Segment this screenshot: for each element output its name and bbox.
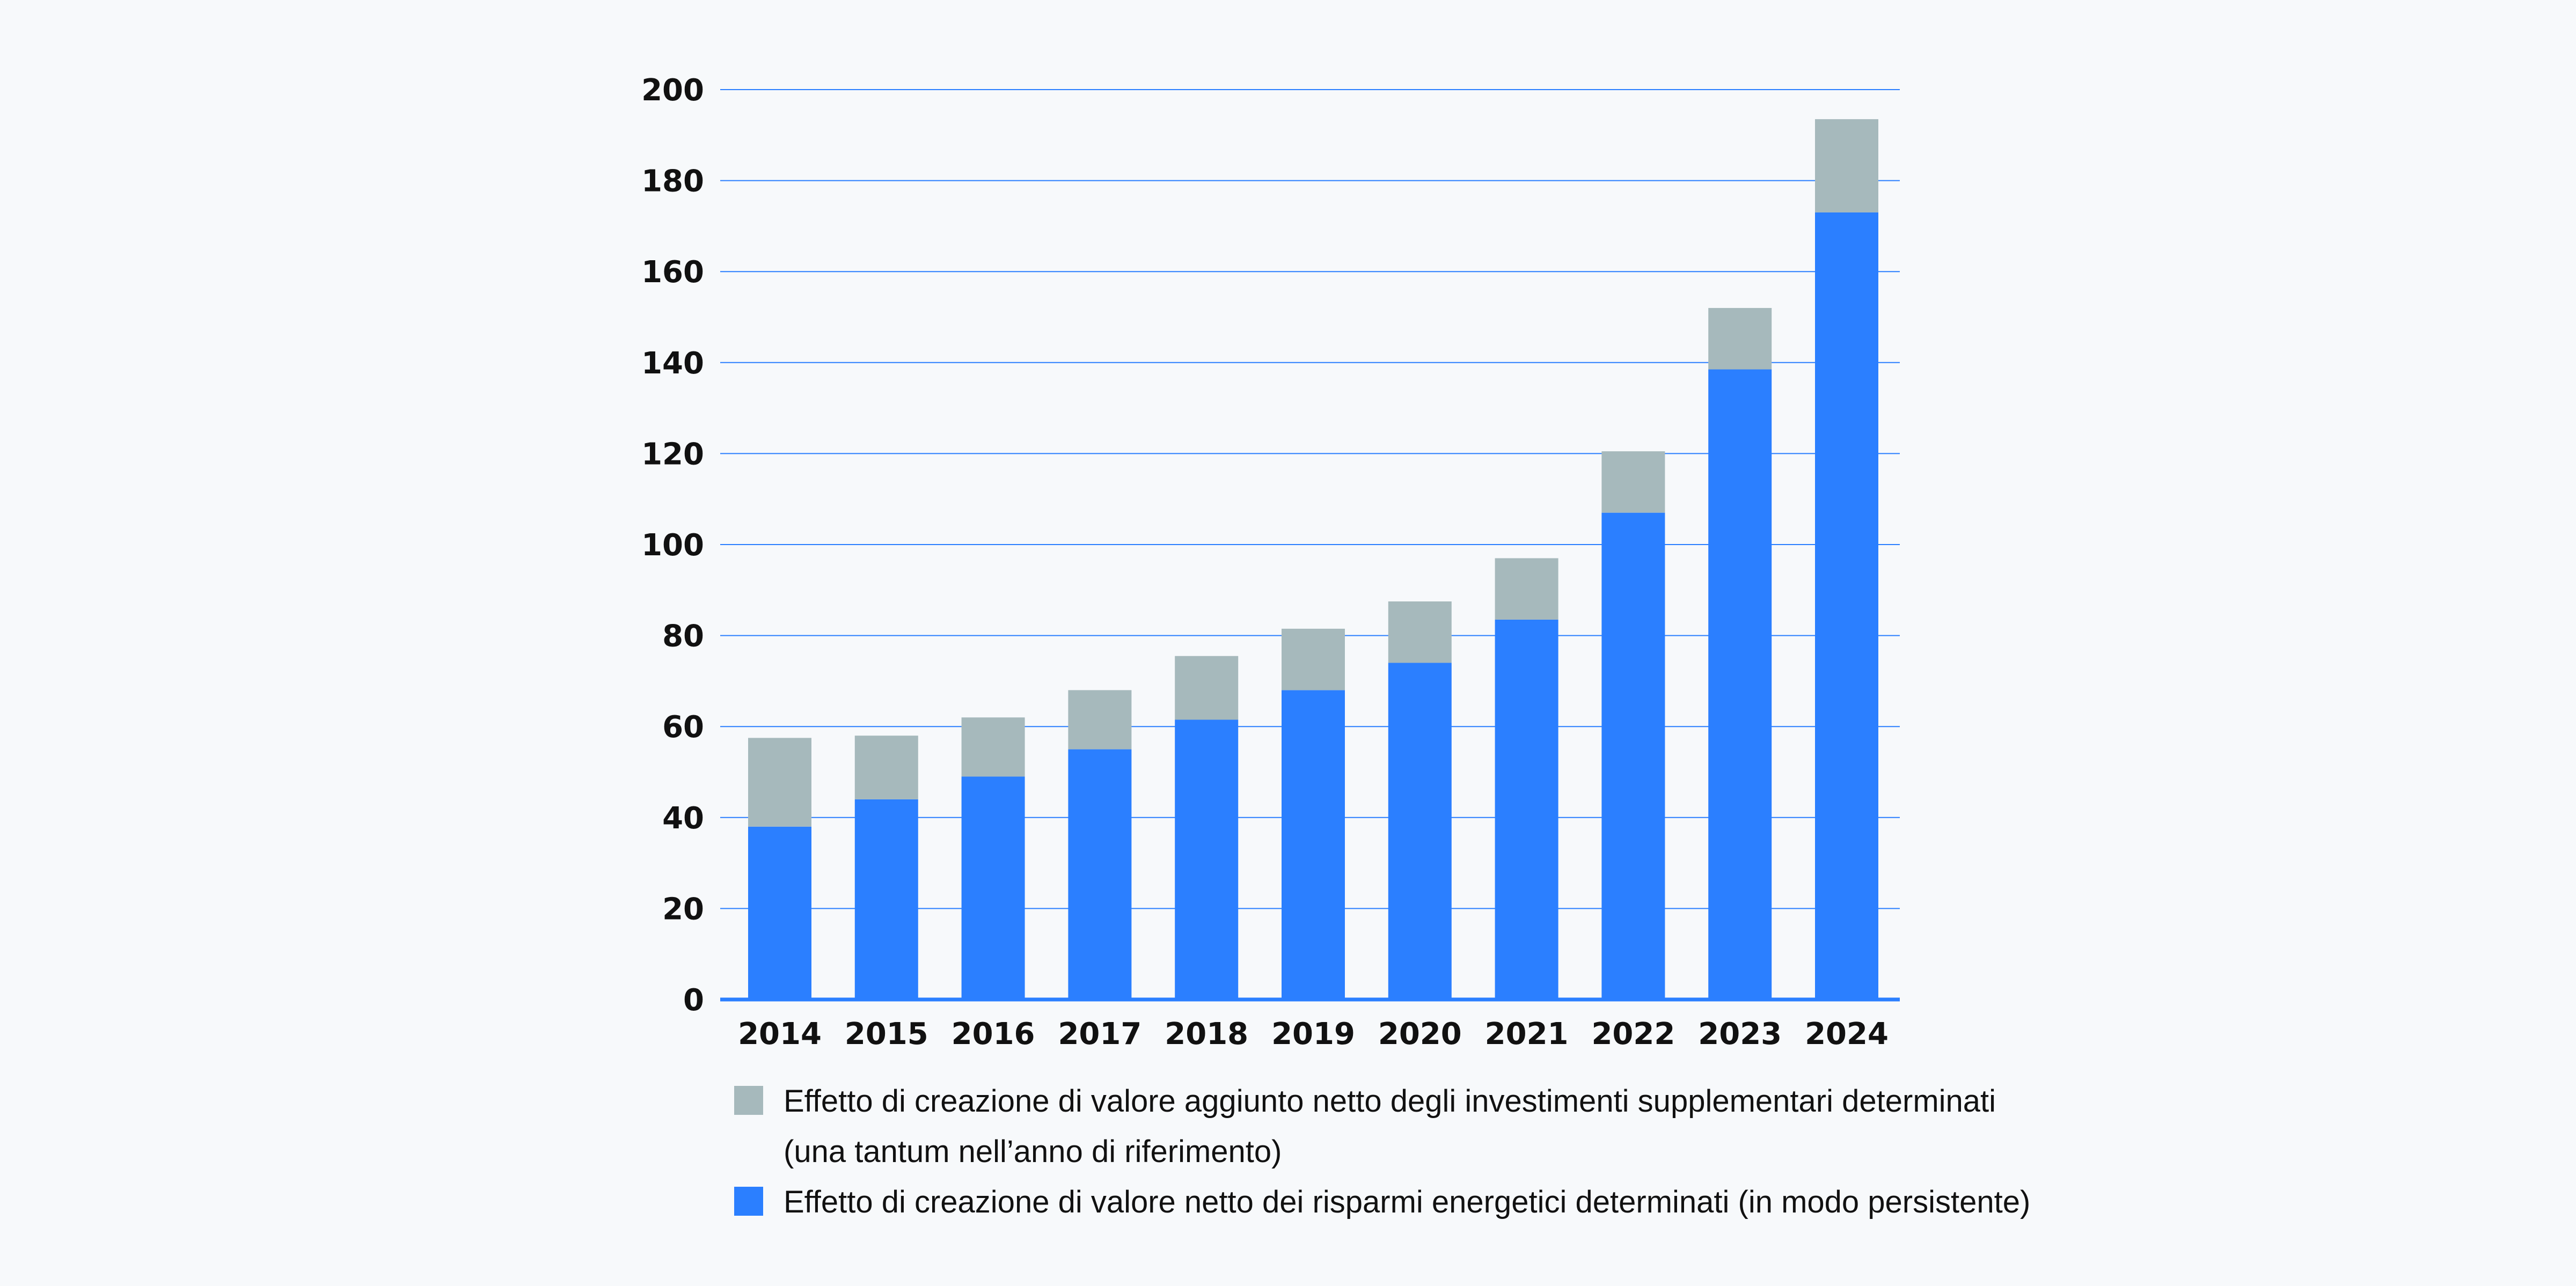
y-tick-label: 120	[641, 437, 704, 472]
bar-segment	[854, 799, 918, 1000]
y-tick-label: 160	[641, 255, 704, 290]
bar-segment	[1601, 512, 1665, 1000]
bar-segment	[961, 776, 1025, 1000]
legend-swatch	[734, 1187, 763, 1216]
x-tick-label: 2024	[1805, 1017, 1889, 1052]
bars	[748, 119, 1878, 1000]
bar-segment	[1815, 212, 1878, 1000]
bar-segment	[1282, 690, 1345, 1000]
y-tick-label: 80	[662, 619, 704, 654]
y-tick-label: 180	[641, 164, 704, 199]
x-tick-label: 2020	[1378, 1017, 1462, 1052]
bar-segment	[1282, 628, 1345, 690]
bar-segment	[1068, 749, 1132, 1000]
bar-segment	[1175, 656, 1239, 720]
x-tick-label: 2017	[1058, 1017, 1141, 1052]
bar-segment	[1495, 619, 1558, 1000]
bar-segment	[1495, 558, 1558, 620]
bar-segment	[1388, 601, 1452, 663]
bar-segment	[1815, 119, 1878, 212]
x-tick-label: 2019	[1271, 1017, 1355, 1052]
x-tick-label: 2021	[1485, 1017, 1569, 1052]
bar-segment	[1388, 663, 1452, 1000]
y-tick-label: 60	[662, 710, 704, 745]
x-tick-label: 2016	[952, 1017, 1035, 1052]
bar-segment	[1175, 719, 1239, 1000]
y-tick-label: 140	[641, 346, 704, 381]
bar-segment	[1708, 369, 1772, 1000]
y-tick-label: 40	[662, 801, 704, 836]
y-tick-label: 0	[683, 983, 704, 1018]
axes: 0 20 40 60 80 100 120 140 160 180 200 2014 2015 2016 2…	[641, 73, 1900, 1052]
bar-segment	[748, 826, 811, 1000]
bar-segment	[748, 738, 811, 827]
bar-segment	[961, 717, 1025, 777]
y-tick-label: 20	[662, 892, 704, 927]
x-tick-label: 2014	[738, 1017, 822, 1052]
bar-segment	[1601, 451, 1665, 513]
bar-segment	[854, 736, 918, 799]
bar-segment	[1708, 308, 1772, 370]
legend-label: Effetto di creazione di valore netto dei…	[784, 1185, 2030, 1219]
bar-segment	[1068, 690, 1132, 749]
x-tick-label: 2022	[1591, 1017, 1675, 1052]
legend: Effetto di creazione di valore aggiunto …	[734, 1084, 2030, 1219]
legend-label: (una tantum nell’anno di riferimento)	[784, 1134, 1282, 1169]
y-tick-label: 200	[641, 73, 704, 108]
y-tick-label: 100	[641, 528, 704, 563]
x-tick-label: 2018	[1165, 1017, 1248, 1052]
legend-label: Effetto di creazione di valore aggiunto …	[784, 1084, 1996, 1119]
x-tick-label: 2015	[845, 1017, 928, 1052]
legend-swatch	[734, 1086, 763, 1115]
x-tick-label: 2023	[1698, 1017, 1782, 1052]
